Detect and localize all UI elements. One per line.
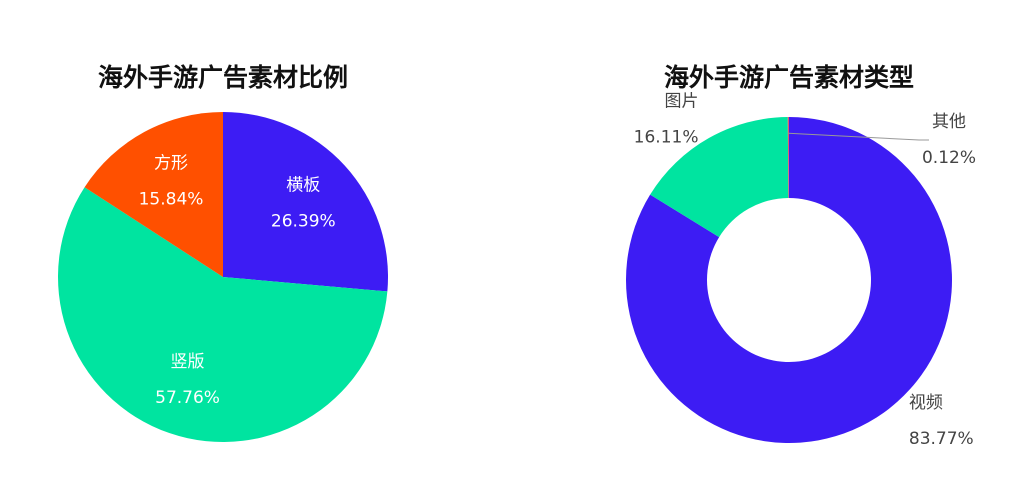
value-label: 15.84%: [139, 189, 204, 209]
value-label: 83.77%: [909, 429, 974, 449]
value-label: 57.76%: [155, 388, 220, 408]
slice-label: 图片: [664, 92, 698, 112]
slice-label: 视频: [909, 393, 943, 413]
slice-label: 其他: [932, 112, 966, 132]
slice-label: 方形: [154, 153, 188, 173]
slice: [58, 187, 388, 442]
value-label: 0.12%: [922, 148, 976, 168]
slice: [223, 112, 389, 292]
slice: [650, 117, 789, 238]
value-label: 16.11%: [634, 128, 699, 148]
slice-label: 横板: [286, 175, 320, 195]
chart-title: 海外手游广告素材类型: [664, 63, 914, 92]
slice: [787, 117, 789, 199]
slice-label: 竖版: [171, 352, 205, 372]
chart-title: 海外手游广告素材比例: [98, 63, 348, 92]
leader-line: [788, 132, 929, 141]
slice: [84, 111, 223, 277]
slice: [626, 117, 953, 444]
value-label: 26.39%: [271, 211, 336, 231]
